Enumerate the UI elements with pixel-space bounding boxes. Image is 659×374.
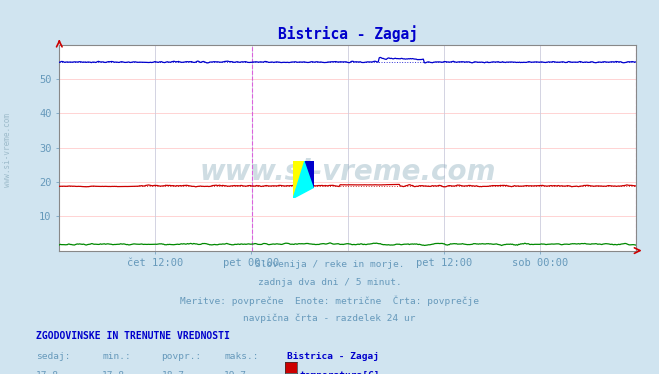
Text: sedaj:: sedaj: <box>36 352 71 361</box>
Polygon shape <box>293 161 314 198</box>
Text: 18,7: 18,7 <box>161 371 185 374</box>
Title: Bistrica - Zagaj: Bistrica - Zagaj <box>277 25 418 42</box>
Polygon shape <box>293 161 305 198</box>
Text: 17,8: 17,8 <box>102 371 125 374</box>
Text: navpična črta - razdelek 24 ur: navpična črta - razdelek 24 ur <box>243 314 416 323</box>
Text: www.si-vreme.com: www.si-vreme.com <box>200 159 496 186</box>
Text: zadnja dva dni / 5 minut.: zadnja dva dni / 5 minut. <box>258 278 401 287</box>
Text: 17,8: 17,8 <box>36 371 59 374</box>
Text: Slovenija / reke in morje.: Slovenija / reke in morje. <box>255 260 404 269</box>
Text: min.:: min.: <box>102 352 131 361</box>
Text: povpr.:: povpr.: <box>161 352 202 361</box>
Text: Bistrica - Zagaj: Bistrica - Zagaj <box>287 352 379 361</box>
Text: maks.:: maks.: <box>224 352 258 361</box>
Text: temperatura[C]: temperatura[C] <box>300 371 380 374</box>
Text: www.si-vreme.com: www.si-vreme.com <box>3 113 13 187</box>
Polygon shape <box>305 161 314 187</box>
Text: Meritve: povprečne  Enote: metrične  Črta: povprečje: Meritve: povprečne Enote: metrične Črta:… <box>180 296 479 306</box>
Text: ZGODOVINSKE IN TRENUTNE VREDNOSTI: ZGODOVINSKE IN TRENUTNE VREDNOSTI <box>36 331 230 341</box>
Text: 19,7: 19,7 <box>224 371 247 374</box>
